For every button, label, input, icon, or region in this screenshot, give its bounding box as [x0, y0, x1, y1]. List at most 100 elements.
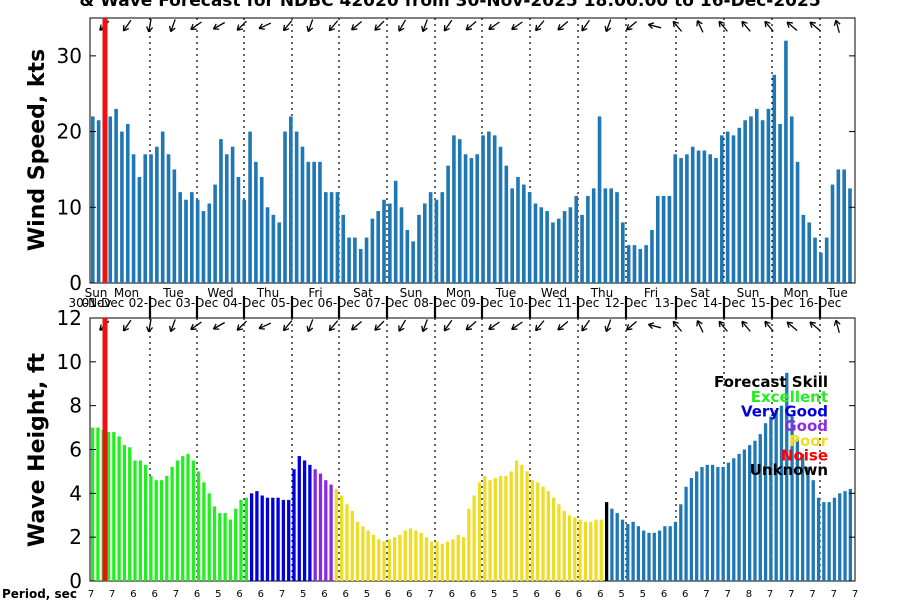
wave-bar [594, 519, 598, 581]
y-tick-label: 20 [57, 120, 82, 144]
period-label: Period, sec [2, 587, 77, 600]
wind-bar [813, 237, 817, 283]
wind-bar [259, 177, 264, 283]
wind-bar [481, 135, 485, 283]
wind-bar [195, 199, 200, 283]
wave-bar [128, 447, 132, 581]
wave-y-axis-label: Wave Height, ft [25, 352, 50, 547]
period-value: 5 [512, 589, 518, 600]
direction-arrow-icon [212, 321, 225, 330]
direction-arrow-icon [718, 20, 728, 32]
wave-bar [520, 464, 524, 581]
wave-bar [345, 504, 349, 581]
wind-bar [230, 146, 235, 283]
wave-bar [403, 530, 407, 581]
direction-arrow-icon [169, 319, 176, 333]
direction-arrow-icon [443, 19, 453, 32]
wind-bar [166, 154, 171, 283]
wind-bar [580, 214, 584, 283]
period-value: 7 [852, 589, 858, 600]
wind-bar [172, 169, 177, 283]
wind-bar [848, 188, 852, 283]
legend-item: Good [784, 417, 828, 435]
wind-bar [271, 214, 276, 283]
wind-bar [149, 154, 153, 283]
day-name-label: Fri [308, 286, 322, 300]
wind-bar [551, 222, 555, 283]
wave-bar [748, 445, 752, 581]
wave-bar [461, 537, 466, 581]
period-value: 7 [767, 589, 773, 600]
wind-bar [737, 127, 742, 283]
direction-arrow-icon [696, 320, 704, 333]
wind-y-axis-label: Wind Speed, kts [25, 49, 50, 251]
wind-bar [609, 188, 613, 283]
wave-direction-arrows [99, 318, 841, 333]
wave-bar [737, 453, 741, 581]
day-name-label: Fri [644, 286, 658, 300]
wave-bar [700, 467, 704, 581]
direction-arrow-icon [718, 320, 728, 332]
wind-bar [667, 195, 672, 283]
direction-arrow-icon [282, 320, 293, 332]
direction-arrow-icon [833, 19, 841, 33]
wave-bar [758, 434, 762, 581]
direction-arrow-icon [672, 20, 683, 32]
direction-arrow-icon [741, 320, 751, 332]
wave-bar [530, 480, 535, 581]
wave-bar [430, 541, 434, 581]
wave-bar [567, 515, 572, 581]
period-value: 6 [449, 589, 455, 600]
date-label: 30-Nov [68, 296, 111, 310]
wave-panel: 0 2 4 6 8 10 12 Wave Height, ft Forecast Skill… [25, 306, 856, 593]
wave-bar [827, 502, 831, 581]
wind-bar [778, 124, 782, 283]
wave-bar [816, 497, 821, 581]
wind-bar [661, 195, 666, 283]
direction-arrow-icon [282, 20, 293, 32]
legend-item: Excellent [751, 388, 828, 406]
wave-bar [557, 504, 561, 581]
wave-bar [165, 475, 169, 581]
wave-bar [398, 534, 402, 581]
direction-arrow-icon [328, 20, 339, 32]
wind-bar [498, 146, 503, 283]
wave-bar [504, 475, 508, 581]
y-tick-label: 30 [57, 44, 82, 68]
wind-bar [655, 195, 660, 283]
wind-bar [510, 188, 514, 283]
period-value: 5 [491, 589, 497, 600]
wave-bar [774, 410, 778, 581]
wave-bar [239, 499, 243, 581]
wind-bar [830, 184, 835, 283]
wave-bar [91, 427, 95, 581]
wave-bar [366, 530, 370, 581]
wind-bar [842, 169, 846, 283]
wave-bar [509, 471, 513, 581]
wind-bar [632, 245, 637, 283]
wind-bar [207, 203, 212, 283]
wave-bar [202, 482, 206, 582]
legend-item: Poor [789, 432, 829, 450]
wind-bar [184, 199, 188, 283]
wind-bar [539, 207, 544, 283]
wave-bar [668, 526, 672, 581]
period-value: 6 [152, 589, 158, 600]
wind-bar [603, 188, 608, 283]
period-value: 6 [130, 589, 136, 600]
direction-arrow-icon [672, 320, 683, 332]
period-value: 5 [364, 589, 370, 600]
wave-y-axis-ticks: 0 2 4 6 8 10 12 [57, 306, 855, 593]
wave-bar [626, 524, 630, 581]
period-value: 6 [385, 589, 391, 600]
wave-bar [726, 462, 731, 581]
wave-day-gridlines [149, 318, 821, 581]
wave-bar [477, 482, 482, 582]
day-axis-labels: Sun30-NovMon01-DecTue02-DecWed03-DecThu0… [68, 286, 848, 318]
wave-bar [599, 519, 603, 581]
wind-bar [650, 230, 654, 283]
wind-bar [411, 241, 415, 283]
wind-bar [353, 237, 357, 283]
wind-bar [720, 135, 724, 283]
